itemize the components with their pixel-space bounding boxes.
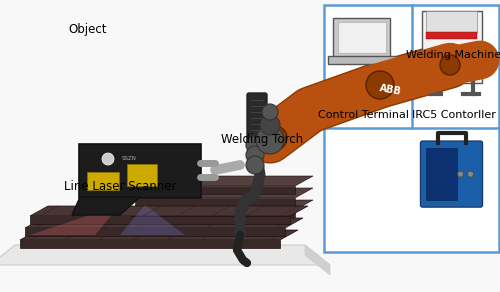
Text: IRC5 Contorller: IRC5 Contorller [412, 110, 496, 120]
FancyBboxPatch shape [338, 22, 386, 53]
Polygon shape [20, 240, 280, 248]
Polygon shape [20, 230, 298, 240]
Text: Control Terminal: Control Terminal [318, 110, 408, 120]
Polygon shape [135, 188, 313, 198]
Circle shape [102, 153, 114, 165]
FancyBboxPatch shape [328, 56, 396, 65]
Polygon shape [25, 218, 303, 228]
Circle shape [246, 146, 264, 164]
Polygon shape [135, 198, 295, 206]
Polygon shape [140, 186, 295, 194]
Polygon shape [30, 216, 290, 224]
Circle shape [468, 171, 473, 177]
Text: Welding Torch: Welding Torch [222, 133, 304, 146]
Circle shape [246, 156, 264, 174]
Text: Line Laser Scanner: Line Laser Scanner [64, 180, 176, 193]
Text: SSZN: SSZN [122, 157, 137, 161]
Polygon shape [130, 210, 295, 218]
Polygon shape [25, 228, 285, 236]
Polygon shape [0, 245, 330, 265]
Circle shape [458, 171, 464, 177]
Polygon shape [120, 205, 185, 235]
Polygon shape [130, 200, 313, 210]
Circle shape [256, 126, 284, 154]
FancyBboxPatch shape [420, 141, 482, 207]
Polygon shape [30, 205, 120, 235]
Text: Object: Object [68, 23, 107, 36]
Circle shape [263, 126, 287, 150]
Polygon shape [140, 176, 313, 186]
Polygon shape [305, 245, 330, 275]
Polygon shape [30, 206, 308, 216]
Circle shape [440, 55, 460, 75]
Circle shape [366, 71, 394, 99]
Text: ABB: ABB [378, 83, 402, 97]
FancyBboxPatch shape [247, 93, 267, 147]
FancyBboxPatch shape [87, 172, 119, 190]
Circle shape [262, 104, 278, 120]
Text: Welding Machine: Welding Machine [406, 50, 500, 60]
FancyBboxPatch shape [127, 164, 157, 186]
FancyBboxPatch shape [426, 32, 477, 39]
FancyBboxPatch shape [422, 11, 482, 83]
FancyBboxPatch shape [79, 144, 201, 198]
FancyBboxPatch shape [426, 148, 456, 200]
Bar [324, 5, 499, 252]
Circle shape [246, 136, 264, 154]
FancyBboxPatch shape [426, 11, 477, 33]
Circle shape [260, 115, 280, 135]
FancyBboxPatch shape [333, 18, 390, 58]
Polygon shape [72, 197, 140, 215]
